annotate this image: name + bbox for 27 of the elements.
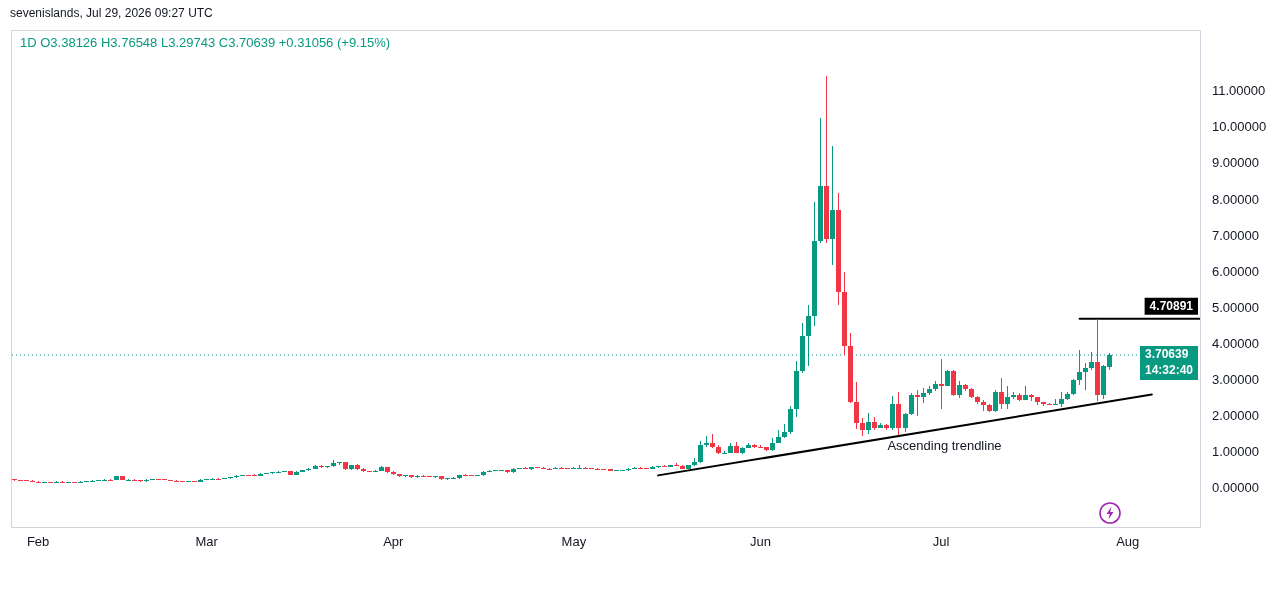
x-tick-label: Aug <box>1116 534 1140 550</box>
y-tick-label: 0.00000 <box>1212 480 1259 496</box>
y-tick-label: 3.00000 <box>1212 372 1259 388</box>
data-label: 4.70891 <box>1149 299 1194 314</box>
y-tick-label: 5.00000 <box>1212 299 1259 315</box>
x-tick-label: Jun <box>750 534 771 550</box>
chart-title: 1D O3.38126 H3.76548 L3.29743 C3.70639 +0.31056 (+9.15%) <box>20 34 391 50</box>
x-tick-label: Feb <box>26 534 50 550</box>
candlestick <box>915 390 920 416</box>
y-tick-label: 6.00000 <box>1212 263 1259 279</box>
candlestick <box>939 359 944 409</box>
y-tick-label: 2.00000 <box>1212 408 1259 424</box>
x-tick-label: Apr <box>383 534 405 550</box>
ref-line-label: 3.70639 <box>1144 347 1189 362</box>
y-tick-label: 1.00000 <box>1212 444 1259 460</box>
y-tick-label: 8.00000 <box>1212 191 1259 207</box>
y-tick-label: 7.00000 <box>1212 227 1259 243</box>
annotation: 14:32:40 <box>1144 363 1194 378</box>
x-tick-label: Jul <box>932 534 950 550</box>
y-tick-label: 9.00000 <box>1212 155 1259 171</box>
x-tick-label: Mar <box>195 534 219 550</box>
y-tick-label: 11.00000 <box>1212 83 1266 99</box>
x-tick-label: May <box>561 534 587 550</box>
y-tick-label: 10.00000 <box>1212 119 1267 135</box>
y-tick-label: 4.00000 <box>1212 335 1259 351</box>
series-label: Ascending trendline <box>887 438 1002 454</box>
text: sevenislands, Jul 29, 2026 09:27 UTC <box>10 6 214 21</box>
